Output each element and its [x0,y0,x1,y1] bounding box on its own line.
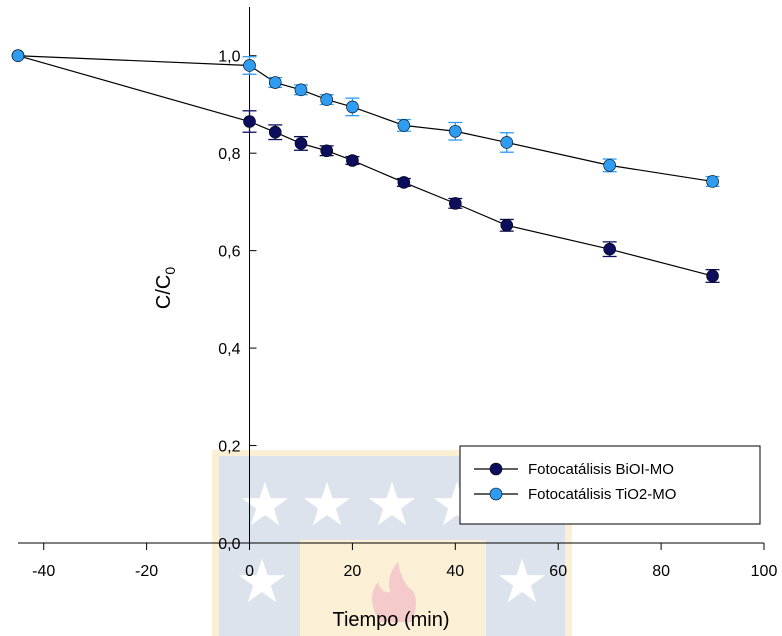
data-point [268,125,282,139]
data-point [706,175,719,188]
x-tick-label: 100 [751,563,778,580]
data-point [500,218,514,232]
legend-box [459,445,761,525]
data-point [346,100,359,114]
data-point [346,154,359,167]
data-point [320,93,333,106]
data-point [320,144,333,158]
svg-text:★: ★ [300,470,354,540]
series-2 [11,49,720,188]
y-tick-label: 0,2 [218,439,240,456]
data-point [268,76,282,89]
svg-text:★: ★ [238,470,292,540]
data-point [294,83,308,97]
legend: Fotocatálisis BiOI-MO Fotocatálisis TiO2-… [459,445,761,525]
y-tick-label: 0,0 [218,536,240,553]
y-axis-title: C/C0 [153,267,178,309]
y-tick-label: 1,0 [218,49,240,66]
data-point [243,115,256,128]
plot-area [11,49,720,283]
x-tick-label: 0 [245,563,254,580]
y-tick-label: 0,4 [218,341,240,358]
y-tick-label: 0,8 [218,146,240,163]
x-tick-label: -40 [32,563,55,580]
data-point [449,197,462,210]
y-tick-label: 0,6 [218,244,240,261]
x-tick-label: 60 [549,563,567,580]
data-point [500,136,514,149]
data-point [397,176,411,189]
data-point [11,49,25,63]
data-point [603,242,616,256]
data-point [294,137,308,150]
legend-label: Fotocatálisis BiOI-MO [528,461,674,478]
legend-marker [489,462,503,476]
axes: -40 -20 0 20 40 60 80 100 0,0 0,2 0,4 0,6 0,8 1,0 Tiem… [18,7,777,631]
data-point [706,269,719,283]
data-point [449,124,462,138]
x-tick-label: -20 [135,563,158,580]
data-point [243,59,256,72]
x-tick-label: 40 [446,563,464,580]
svg-text:★: ★ [235,547,289,617]
x-tick-label: 80 [652,563,670,580]
svg-text:★: ★ [495,547,549,617]
data-point [603,159,616,172]
x-axis-title: Tiempo (min) [332,609,449,631]
legend-marker [489,487,503,501]
svg-text:★: ★ [365,470,419,540]
legend-label: Fotocatálisis TiO2-MO [528,486,676,503]
x-tick-label: 20 [344,563,362,580]
data-point [397,119,411,132]
